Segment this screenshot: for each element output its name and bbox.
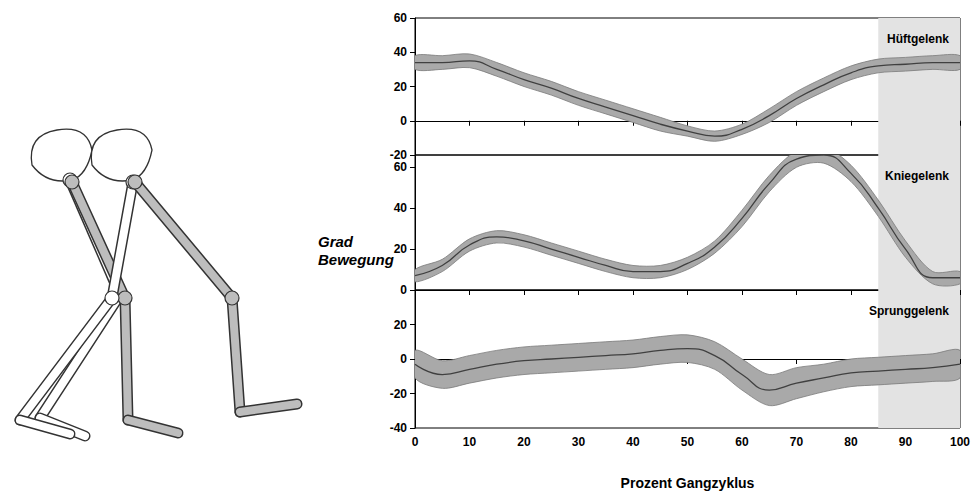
svg-text:90: 90 (899, 435, 913, 449)
svg-text:0: 0 (412, 435, 419, 449)
svg-text:80: 80 (844, 435, 858, 449)
svg-text:Bewegung: Bewegung (318, 251, 394, 268)
svg-text:60: 60 (394, 160, 408, 174)
svg-text:20: 20 (517, 435, 531, 449)
svg-text:30: 30 (572, 435, 586, 449)
svg-text:Prozent Gangzyklus: Prozent Gangzyklus (621, 475, 755, 491)
svg-text:50: 50 (681, 435, 695, 449)
svg-text:100: 100 (950, 435, 970, 449)
svg-text:40: 40 (394, 45, 408, 59)
svg-text:70: 70 (790, 435, 804, 449)
svg-text:0: 0 (400, 114, 407, 128)
svg-text:60: 60 (735, 435, 749, 449)
svg-text:Kniegelenk: Kniegelenk (885, 169, 949, 183)
svg-text:Hüftgelenk: Hüftgelenk (887, 32, 949, 46)
svg-text:-20: -20 (389, 148, 407, 162)
svg-text:0: 0 (400, 283, 407, 297)
svg-text:40: 40 (394, 201, 408, 215)
svg-text:20: 20 (394, 318, 408, 332)
svg-text:10: 10 (463, 435, 477, 449)
svg-text:Grad: Grad (318, 233, 354, 250)
svg-text:40: 40 (626, 435, 640, 449)
svg-text:60: 60 (394, 11, 408, 25)
svg-text:Sprunggelenk: Sprunggelenk (869, 304, 949, 318)
svg-text:-20: -20 (390, 387, 408, 401)
svg-text:20: 20 (394, 242, 408, 256)
svg-text:20: 20 (394, 80, 408, 94)
svg-text:0: 0 (400, 352, 407, 366)
svg-text:-40: -40 (390, 421, 408, 435)
